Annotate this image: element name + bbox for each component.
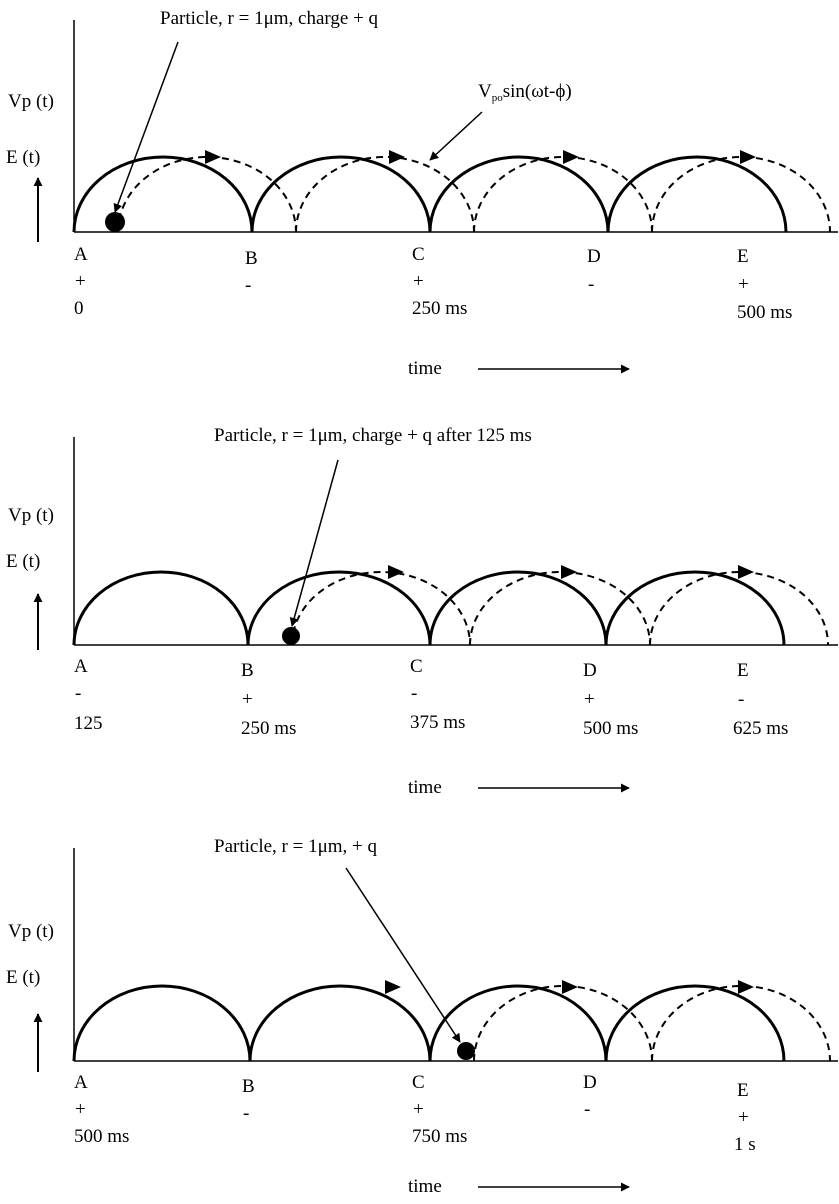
particle-trajectory xyxy=(473,985,653,1062)
point-letter: E xyxy=(737,1080,749,1101)
waveform-label-rest: sin(ωt-ϕ) xyxy=(503,81,572,102)
point-time: 625 ms xyxy=(733,718,788,739)
point-sign: + xyxy=(738,1107,749,1128)
point-sign: + xyxy=(75,1099,86,1120)
field-arch xyxy=(428,570,608,646)
point-letter: D xyxy=(583,660,597,681)
point-letter: C xyxy=(410,656,423,677)
field-arch xyxy=(604,570,786,646)
point-sign: + xyxy=(242,689,253,710)
particle-pointer-arrow xyxy=(345,867,461,1043)
time-label: time xyxy=(408,1176,442,1197)
direction-arrowhead xyxy=(738,565,754,579)
point-letter: A xyxy=(74,656,88,677)
point-time: 0 xyxy=(74,298,84,319)
point-letter: C xyxy=(412,1072,425,1093)
point-sign: + xyxy=(413,271,424,292)
field-arch xyxy=(72,570,250,646)
point-sign: - xyxy=(588,274,594,295)
direction-arrowhead xyxy=(562,980,578,994)
direction-arrowhead xyxy=(561,565,577,579)
point-time: 1 s xyxy=(734,1134,756,1155)
particle-trajectory xyxy=(117,156,297,233)
particle-trajectory xyxy=(295,156,475,233)
point-time: 250 ms xyxy=(412,298,467,319)
point-time: 500 ms xyxy=(74,1126,129,1147)
particle-label: Particle, r = 1μm, + q xyxy=(214,836,378,857)
point-time: 500 ms xyxy=(583,718,638,739)
point-letter: C xyxy=(412,244,425,265)
panel-2: Particle, r = 1μm, charge + q after 125 … xyxy=(6,425,838,798)
direction-arrowhead xyxy=(205,150,221,164)
point-time: 750 ms xyxy=(412,1126,467,1147)
field-arch xyxy=(72,984,252,1062)
point-time: 500 ms xyxy=(737,302,792,323)
point-sign: + xyxy=(413,1099,424,1120)
point-sign: + xyxy=(584,689,595,710)
field-arch xyxy=(428,155,610,233)
point-time: 125 xyxy=(74,713,103,734)
direction-arrowhead xyxy=(385,980,401,994)
waveform-label-main: V xyxy=(478,81,492,102)
time-label: time xyxy=(408,777,442,798)
particle-label: Particle, r = 1μm, charge + q xyxy=(160,8,379,29)
y-label-e: E (t) xyxy=(6,967,40,988)
point-letter: A xyxy=(74,244,88,265)
y-label-e: E (t) xyxy=(6,147,40,168)
field-arch xyxy=(250,155,432,233)
particle-pointer-arrow xyxy=(113,41,179,213)
point-sign: - xyxy=(245,275,251,296)
point-sign: - xyxy=(738,689,744,710)
particle-trajectory xyxy=(291,571,471,646)
waveform-label: Vposin(ωt-ϕ) xyxy=(478,81,572,104)
point-sign: - xyxy=(243,1103,249,1124)
direction-arrowhead xyxy=(389,150,405,164)
y-label-e: E (t) xyxy=(6,551,40,572)
particle-pointer-arrow xyxy=(289,459,339,627)
particle-trajectory xyxy=(473,156,653,233)
field-arch xyxy=(246,570,432,646)
point-sign: - xyxy=(75,683,81,704)
particle-dot xyxy=(457,1042,475,1060)
point-sign: - xyxy=(411,683,417,704)
point-letter: B xyxy=(245,248,258,269)
field-arch xyxy=(604,984,786,1062)
point-letter: B xyxy=(241,660,254,681)
field-arch xyxy=(428,984,608,1062)
y-label-vp: Vp (t) xyxy=(8,91,54,112)
particle-trajectory xyxy=(469,571,651,646)
particle-label: Particle, r = 1μm, charge + q after 125 … xyxy=(214,425,532,446)
time-label: time xyxy=(408,358,442,379)
particle-trajectory xyxy=(651,985,831,1062)
point-sign: + xyxy=(75,271,86,292)
field-arch xyxy=(248,984,432,1062)
y-label-vp: Vp (t) xyxy=(8,505,54,526)
point-sign: - xyxy=(584,1099,590,1120)
particle-trajectory xyxy=(651,156,831,233)
particle-trajectory xyxy=(649,571,829,646)
direction-arrowhead xyxy=(738,980,754,994)
y-label-vp: Vp (t) xyxy=(8,921,54,942)
point-letter: D xyxy=(583,1072,597,1093)
particle-dot xyxy=(105,212,125,232)
point-letter: E xyxy=(737,246,749,267)
direction-arrowhead xyxy=(388,565,404,579)
point-time: 375 ms xyxy=(410,712,465,733)
point-time: 250 ms xyxy=(241,718,296,739)
direction-arrowhead xyxy=(563,150,579,164)
particle-dot xyxy=(282,627,300,645)
point-letter: E xyxy=(737,660,749,681)
panel-1: Particle, r = 1μm, charge + q Vposin(ωt-… xyxy=(6,8,838,379)
waveform-label-sub: po xyxy=(492,92,504,104)
point-letter: A xyxy=(74,1072,88,1093)
point-letter: D xyxy=(587,246,601,267)
point-letter: B xyxy=(242,1076,255,1097)
direction-arrowhead xyxy=(740,150,756,164)
field-arch xyxy=(72,155,254,233)
panel-3: Particle, r = 1μm, + q Vp (t) E (t) A + … xyxy=(6,836,838,1197)
point-sign: + xyxy=(738,274,749,295)
field-arch xyxy=(606,155,788,233)
waveform-pointer-arrow xyxy=(429,111,483,161)
